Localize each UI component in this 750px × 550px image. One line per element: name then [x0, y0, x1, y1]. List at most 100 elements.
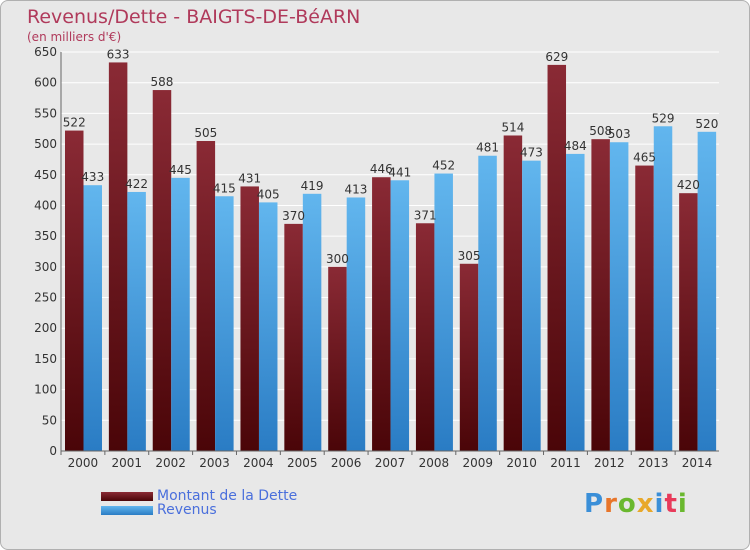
data-label: 520 [695, 117, 718, 131]
x-tick-label: 2013 [638, 456, 669, 470]
bar-revenue [434, 173, 453, 451]
data-label: 422 [125, 177, 148, 191]
y-tick-label: 150 [34, 352, 57, 366]
x-tick-label: 2003 [199, 456, 230, 470]
data-label: 633 [107, 47, 130, 61]
bar-revenue [653, 126, 673, 451]
y-tick-label: 450 [34, 168, 57, 182]
y-tick-label: 300 [34, 260, 57, 274]
x-tick-label: 2001 [112, 456, 143, 470]
legend-label-revenue: Revenus [157, 502, 217, 518]
data-label: 419 [301, 179, 324, 193]
bar-revenue [522, 160, 541, 452]
bar-debt [635, 165, 654, 452]
bar-debt [459, 263, 479, 451]
data-label: 405 [257, 187, 280, 201]
data-label: 413 [344, 182, 367, 196]
data-label: 305 [458, 249, 481, 263]
x-tick-label: 2009 [462, 456, 493, 470]
data-label: 465 [633, 151, 656, 165]
data-label: 445 [169, 163, 192, 177]
legend-swatch-revenue [101, 505, 153, 515]
x-tick-label: 2011 [550, 456, 581, 470]
bar-debt [65, 130, 84, 451]
bar-revenue [171, 177, 190, 452]
x-tick-label: 2010 [506, 456, 537, 470]
bar-debt [415, 223, 435, 451]
proxiti-logo: Proxiti [584, 489, 688, 519]
data-label: 529 [652, 111, 675, 125]
data-label: 452 [432, 159, 455, 173]
x-tick-label: 2006 [331, 456, 362, 470]
y-tick-label: 250 [34, 291, 57, 305]
data-label: 484 [564, 139, 587, 153]
x-tick-label: 2014 [682, 456, 713, 470]
data-label: 503 [608, 127, 631, 141]
y-tick-label: 200 [34, 321, 57, 335]
bar-debt [503, 135, 523, 451]
y-tick-label: 550 [34, 106, 57, 120]
bar-debt [108, 62, 128, 451]
x-tick-label: 2004 [243, 456, 274, 470]
data-label: 446 [370, 162, 393, 176]
y-tick-label: 350 [34, 229, 57, 243]
bar-revenue [609, 142, 629, 451]
y-tick-label: 100 [34, 383, 57, 397]
data-label: 370 [282, 209, 305, 223]
data-label: 588 [151, 75, 174, 89]
x-tick-label: 2012 [594, 456, 625, 470]
legend-item-debt: Montant de la Dette [101, 488, 297, 504]
legend-swatch-debt [101, 491, 153, 501]
bar-debt [547, 64, 567, 451]
data-label: 371 [414, 208, 437, 222]
y-tick-label: 0 [49, 444, 57, 458]
data-label: 514 [501, 120, 524, 134]
bar-debt [328, 266, 347, 451]
chart-subtitle: (en milliers d'€) [27, 30, 122, 44]
chart-title: Revenus/Dette - BAIGTS-DE-BéARN [27, 6, 361, 28]
data-label: 481 [476, 141, 499, 155]
bar-revenue [83, 185, 102, 451]
legend-label-debt: Montant de la Dette [157, 488, 298, 504]
y-tick-label: 650 [34, 45, 57, 59]
bar-debt [372, 177, 391, 451]
bars [65, 62, 717, 452]
x-tick-label: 2002 [155, 456, 186, 470]
bar-debt [196, 141, 216, 451]
bar-debt [679, 193, 698, 451]
x-tick-label: 2000 [68, 456, 99, 470]
bar-revenue [566, 153, 585, 451]
bar-debt [591, 139, 610, 452]
x-tick-label: 2008 [419, 456, 450, 470]
data-label: 300 [326, 252, 349, 266]
bar-debt [152, 90, 172, 451]
data-label: 433 [81, 170, 104, 184]
data-label: 431 [238, 171, 261, 185]
bar-revenue [346, 197, 366, 451]
y-tick-label: 400 [34, 198, 57, 212]
bar-debt [240, 186, 259, 451]
bar-revenue [478, 155, 497, 452]
bar-revenue [697, 131, 717, 452]
bar-revenue [302, 193, 322, 451]
bar-revenue [215, 196, 234, 451]
data-label: 441 [388, 165, 411, 179]
x-tick-label: 2007 [375, 456, 406, 470]
data-label: 473 [520, 146, 543, 160]
bar-revenue [127, 191, 146, 452]
bar-debt [284, 223, 303, 451]
legend-item-revenue: Revenus [101, 502, 217, 518]
bar-revenue [258, 202, 278, 451]
data-label: 505 [194, 126, 217, 140]
data-label: 415 [213, 181, 236, 195]
y-tick-label: 500 [34, 137, 57, 151]
data-label: 420 [677, 178, 700, 192]
y-tick-label: 600 [34, 76, 57, 90]
data-label: 629 [545, 50, 568, 64]
axes: 0 50 100 150 200 250 300 350 400 450 500 550 600 650 2… [34, 45, 719, 470]
bar-revenue [390, 180, 410, 452]
x-tick-label: 2005 [287, 456, 318, 470]
